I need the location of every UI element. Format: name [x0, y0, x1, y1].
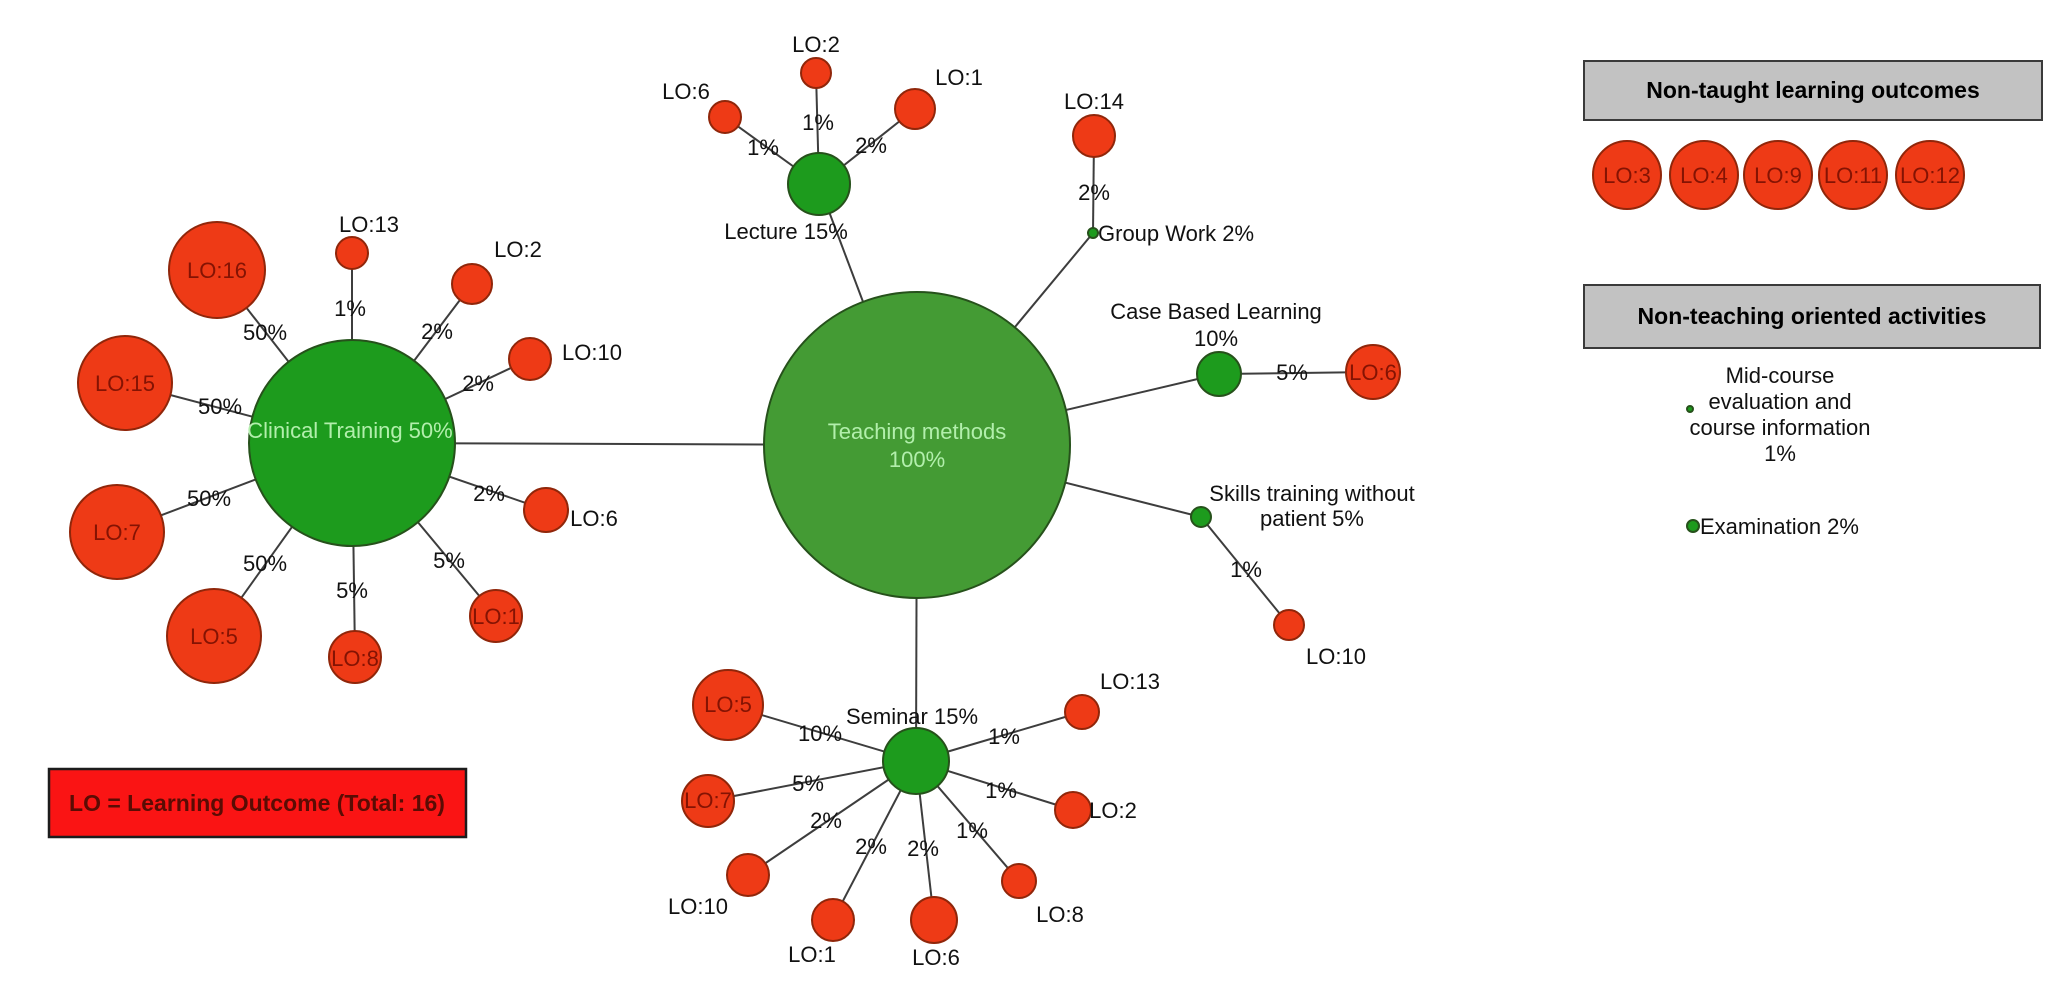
- svg-text:LO:1: LO:1: [935, 65, 983, 90]
- svg-text:LO:8: LO:8: [1036, 902, 1084, 927]
- svg-text:LO:3: LO:3: [1603, 163, 1651, 188]
- svg-text:Teaching methods: Teaching methods: [828, 419, 1007, 444]
- svg-text:2%: 2%: [462, 371, 494, 396]
- svg-text:LO:6: LO:6: [912, 945, 960, 970]
- svg-text:10%: 10%: [1194, 326, 1238, 351]
- svg-text:1%: 1%: [334, 296, 366, 321]
- svg-text:Case Based Learning: Case Based Learning: [1110, 299, 1322, 324]
- svg-text:2%: 2%: [907, 836, 939, 861]
- svg-text:LO:8: LO:8: [331, 646, 379, 671]
- svg-text:LO:6: LO:6: [1349, 360, 1397, 385]
- svg-text:LO:1: LO:1: [788, 942, 836, 967]
- svg-text:2%: 2%: [473, 481, 505, 506]
- svg-text:1%: 1%: [747, 135, 779, 160]
- svg-text:2%: 2%: [421, 319, 453, 344]
- svg-text:Group Work 2%: Group Work 2%: [1098, 221, 1254, 246]
- svg-text:Clinical Training 50%: Clinical Training 50%: [247, 418, 452, 443]
- svg-text:100%: 100%: [889, 447, 945, 472]
- svg-text:1%: 1%: [988, 724, 1020, 749]
- svg-text:5%: 5%: [336, 578, 368, 603]
- svg-text:50%: 50%: [187, 486, 231, 511]
- svg-text:1%: 1%: [985, 778, 1017, 803]
- svg-text:Lecture 15%: Lecture 15%: [724, 219, 848, 244]
- svg-text:LO:11: LO:11: [1824, 163, 1882, 188]
- svg-text:2%: 2%: [810, 808, 842, 833]
- svg-text:2%: 2%: [855, 834, 887, 859]
- svg-text:Skills training without: Skills training without: [1209, 481, 1414, 506]
- svg-text:Seminar 15%: Seminar 15%: [846, 704, 978, 729]
- svg-text:1%: 1%: [1764, 441, 1796, 466]
- svg-text:1%: 1%: [1230, 557, 1262, 582]
- svg-text:LO:2: LO:2: [1089, 798, 1137, 823]
- svg-text:2%: 2%: [855, 133, 887, 158]
- svg-text:5%: 5%: [1276, 360, 1308, 385]
- svg-text:LO:16: LO:16: [187, 258, 247, 283]
- svg-text:LO:7: LO:7: [93, 520, 141, 545]
- svg-text:LO:10: LO:10: [562, 340, 622, 365]
- svg-text:Non-teaching oriented activiti: Non-teaching oriented activities: [1638, 303, 1987, 329]
- svg-text:course information: course information: [1690, 415, 1871, 440]
- svg-text:LO:13: LO:13: [1100, 669, 1160, 694]
- svg-text:50%: 50%: [198, 394, 242, 419]
- svg-text:1%: 1%: [802, 110, 834, 135]
- svg-text:LO:15: LO:15: [95, 371, 155, 396]
- svg-text:LO:6: LO:6: [662, 79, 710, 104]
- svg-text:50%: 50%: [243, 320, 287, 345]
- svg-text:LO:10: LO:10: [1306, 644, 1366, 669]
- svg-text:LO:5: LO:5: [704, 692, 752, 717]
- svg-text:Non-taught learning outcomes: Non-taught learning outcomes: [1646, 77, 1980, 103]
- svg-text:LO:14: LO:14: [1064, 89, 1124, 114]
- svg-text:50%: 50%: [243, 551, 287, 576]
- svg-text:LO:2: LO:2: [792, 32, 840, 57]
- svg-text:5%: 5%: [792, 771, 824, 796]
- svg-text:Mid-course: Mid-course: [1726, 363, 1835, 388]
- svg-text:evaluation and: evaluation and: [1708, 389, 1851, 414]
- svg-text:LO:12: LO:12: [1900, 163, 1960, 188]
- svg-text:Examination 2%: Examination 2%: [1700, 514, 1859, 539]
- svg-text:LO:9: LO:9: [1754, 163, 1802, 188]
- svg-text:LO:1: LO:1: [472, 604, 520, 629]
- svg-text:LO:7: LO:7: [684, 788, 732, 813]
- svg-text:LO:10: LO:10: [668, 894, 728, 919]
- svg-text:LO:4: LO:4: [1680, 163, 1728, 188]
- svg-text:LO:13: LO:13: [339, 212, 399, 237]
- svg-text:1%: 1%: [956, 818, 988, 843]
- svg-text:LO:6: LO:6: [570, 506, 618, 531]
- svg-text:patient 5%: patient 5%: [1260, 506, 1364, 531]
- svg-text:LO = Learning Outcome (Total:: LO = Learning Outcome (Total: 16): [69, 790, 445, 816]
- svg-text:LO:5: LO:5: [190, 624, 238, 649]
- svg-text:LO:2: LO:2: [494, 237, 542, 262]
- svg-text:5%: 5%: [433, 548, 465, 573]
- svg-text:10%: 10%: [798, 721, 842, 746]
- svg-text:2%: 2%: [1078, 180, 1110, 205]
